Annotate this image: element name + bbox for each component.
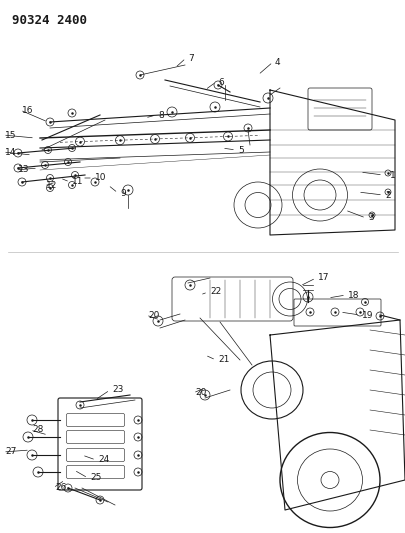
Text: 16: 16 [22,106,34,115]
FancyBboxPatch shape [66,448,124,462]
Text: 90324 2400: 90324 2400 [12,14,87,27]
Text: 13: 13 [18,166,30,174]
FancyBboxPatch shape [307,88,371,130]
Text: 11: 11 [72,177,83,187]
Text: 9: 9 [120,189,126,198]
Text: 10: 10 [95,174,106,182]
Text: 23: 23 [112,385,123,394]
Text: 1: 1 [389,171,395,180]
FancyBboxPatch shape [58,398,142,490]
Text: 19: 19 [361,311,373,319]
Text: 27: 27 [5,448,16,456]
Text: 25: 25 [90,473,101,482]
Text: 26: 26 [55,483,66,492]
FancyBboxPatch shape [293,299,380,326]
Text: 7: 7 [188,53,193,62]
Text: 6: 6 [217,77,223,86]
FancyBboxPatch shape [172,277,292,321]
Text: 18: 18 [347,290,358,300]
Text: 2: 2 [384,190,390,199]
Text: 21: 21 [217,356,229,365]
FancyBboxPatch shape [66,431,124,443]
Text: 20: 20 [148,311,159,319]
Text: 4: 4 [274,58,280,67]
Text: 28: 28 [32,425,43,434]
Text: 20: 20 [194,389,206,398]
FancyBboxPatch shape [66,465,124,479]
Text: 5: 5 [237,146,243,155]
Text: 12: 12 [46,182,57,190]
Text: 8: 8 [158,110,163,119]
Text: 22: 22 [209,287,221,296]
Text: 24: 24 [98,456,109,464]
Text: 14: 14 [5,148,16,157]
Text: 17: 17 [317,273,329,282]
Text: 3: 3 [367,214,373,222]
FancyBboxPatch shape [66,414,124,426]
Text: 15: 15 [5,131,17,140]
